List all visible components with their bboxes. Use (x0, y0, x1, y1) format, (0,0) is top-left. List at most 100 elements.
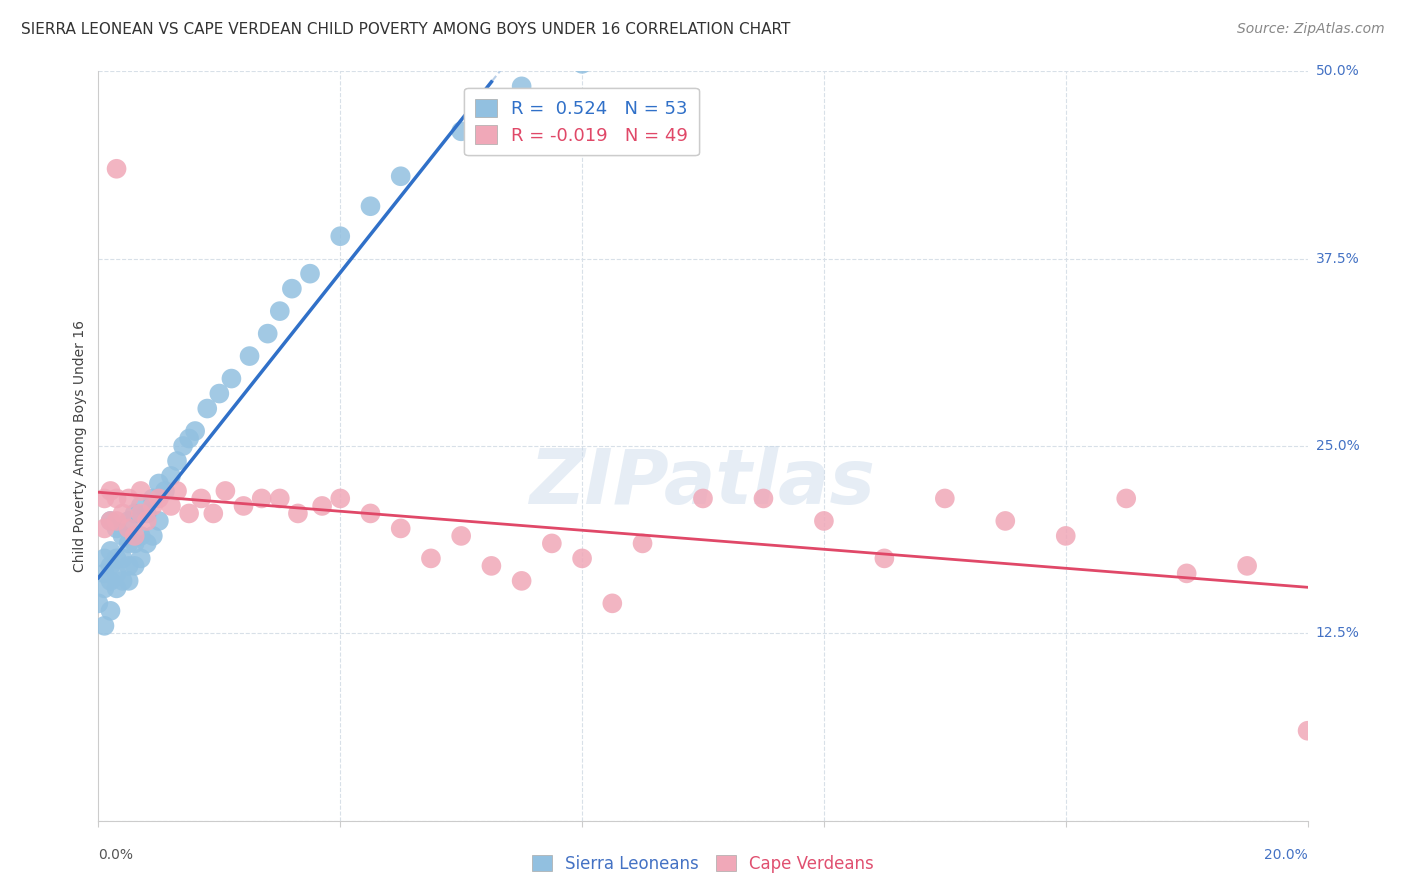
Point (1296, 723, 1319, 738)
Point (1236, 558, 1258, 573)
Point (813, 514, 835, 528)
Point (692, 491, 714, 506)
Point (540, 536, 562, 550)
Point (124, 507, 146, 521)
Point (100, 604, 122, 618)
Legend: R =  0.524   N = 53, R = -0.019   N = 49: R = 0.524 N = 53, R = -0.019 N = 49 (464, 88, 699, 155)
Point (873, 551, 896, 566)
Text: ZIPatlas: ZIPatlas (530, 447, 876, 520)
Point (135, 507, 157, 521)
Point (179, 432, 201, 446)
Point (105, 566, 128, 581)
Point (111, 551, 134, 566)
Point (221, 371, 243, 385)
Point (329, 491, 352, 506)
Point (239, 349, 262, 363)
Point (93, 491, 115, 506)
Point (934, 491, 956, 506)
Point (100, 483, 122, 498)
Text: 0.0%: 0.0% (98, 848, 134, 863)
Text: Source: ZipAtlas.com: Source: ZipAtlas.com (1237, 22, 1385, 37)
Point (571, 57, 593, 71)
Point (135, 514, 157, 528)
Point (111, 507, 134, 521)
Point (256, 326, 278, 341)
Point (1115, 491, 1137, 506)
Point (1054, 529, 1077, 543)
Point (602, 596, 624, 610)
Point (148, 476, 170, 491)
Point (232, 499, 254, 513)
Point (105, 582, 128, 596)
Point (153, 483, 176, 498)
Legend: Sierra Leoneans, Cape Verdeans: Sierra Leoneans, Cape Verdeans (526, 848, 880, 880)
Point (172, 439, 194, 453)
Point (1175, 566, 1198, 581)
Point (129, 529, 152, 543)
Point (105, 521, 128, 535)
Point (166, 483, 188, 498)
Point (269, 304, 291, 318)
Point (208, 386, 231, 401)
Point (142, 529, 165, 543)
Text: SIERRA LEONEAN VS CAPE VERDEAN CHILD POVERTY AMONG BOYS UNDER 16 CORRELATION CHA: SIERRA LEONEAN VS CAPE VERDEAN CHILD POV… (21, 22, 790, 37)
Point (450, 529, 472, 543)
Point (510, 79, 533, 94)
Point (111, 574, 134, 588)
Point (389, 169, 412, 184)
Point (118, 536, 141, 550)
Point (118, 514, 141, 528)
Point (100, 544, 122, 558)
Point (135, 536, 157, 550)
Point (166, 454, 188, 468)
Point (631, 536, 654, 550)
Point (129, 499, 152, 513)
Text: 25.0%: 25.0% (1316, 439, 1360, 453)
Point (420, 551, 443, 566)
Point (118, 574, 141, 588)
Text: 37.5%: 37.5% (1316, 252, 1360, 266)
Point (124, 536, 146, 550)
Point (105, 551, 128, 566)
Point (124, 558, 146, 573)
Point (360, 199, 382, 213)
Point (160, 469, 183, 483)
Point (389, 521, 412, 535)
Point (111, 529, 134, 543)
Text: 50.0%: 50.0% (1316, 64, 1360, 78)
Point (100, 558, 122, 573)
Point (571, 551, 593, 566)
Point (100, 514, 122, 528)
Point (105, 491, 128, 506)
Point (129, 507, 152, 521)
Point (93, 521, 115, 535)
Point (214, 483, 236, 498)
Point (195, 401, 218, 416)
Point (93, 566, 115, 581)
Y-axis label: Child Poverty Among Boys Under 16: Child Poverty Among Boys Under 16 (73, 320, 87, 572)
Point (287, 507, 309, 521)
Point (124, 529, 146, 543)
Point (142, 491, 165, 506)
Text: 12.5%: 12.5% (1316, 626, 1360, 640)
Point (93, 619, 115, 633)
Text: 20.0%: 20.0% (1264, 848, 1308, 863)
Point (105, 161, 128, 176)
Point (100, 574, 122, 588)
Point (481, 558, 503, 573)
Point (281, 282, 304, 296)
Point (994, 514, 1017, 528)
Point (118, 521, 141, 535)
Point (179, 507, 201, 521)
Point (269, 491, 291, 506)
Point (93, 551, 115, 566)
Point (93, 582, 115, 596)
Point (148, 491, 170, 506)
Point (360, 507, 382, 521)
Point (190, 491, 212, 506)
Point (118, 491, 141, 506)
Point (752, 491, 775, 506)
Point (87, 596, 110, 610)
Point (311, 499, 333, 513)
Point (142, 499, 165, 513)
